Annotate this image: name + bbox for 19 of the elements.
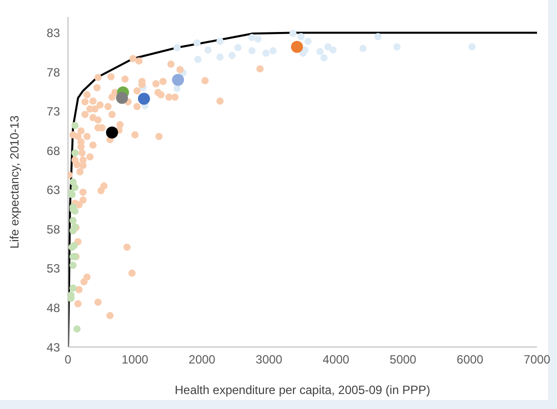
y-tick-label: 48 (46, 300, 60, 315)
x-tick-label: 2000 (188, 352, 216, 367)
y-tick-label: 53 (46, 262, 60, 276)
y-tick-label: 68 (46, 144, 60, 158)
y-axis-title: Life expectancy, 2010-13 (7, 115, 22, 249)
y-tick-label: 83 (46, 26, 60, 40)
x-tick-label: 6000 (456, 352, 484, 367)
x-axis-title: Health expenditure per capita, 2005-09 (in PPP) (174, 383, 430, 397)
x-tick-label: 1000 (122, 352, 149, 367)
x-tick-label: 4000 (322, 352, 350, 367)
y-tick-label: 63 (46, 183, 60, 198)
y-tick-label: 73 (46, 104, 60, 119)
y-tick-label: 43 (46, 340, 60, 354)
y-tick-label: 78 (46, 65, 60, 80)
y-tick-label: 58 (46, 222, 60, 236)
x-tick-label: 3000 (256, 352, 283, 367)
x-tick-label: 7000 (524, 352, 551, 367)
x-tick-label: 5000 (390, 352, 417, 367)
x-tick-label: 0 (64, 352, 72, 367)
